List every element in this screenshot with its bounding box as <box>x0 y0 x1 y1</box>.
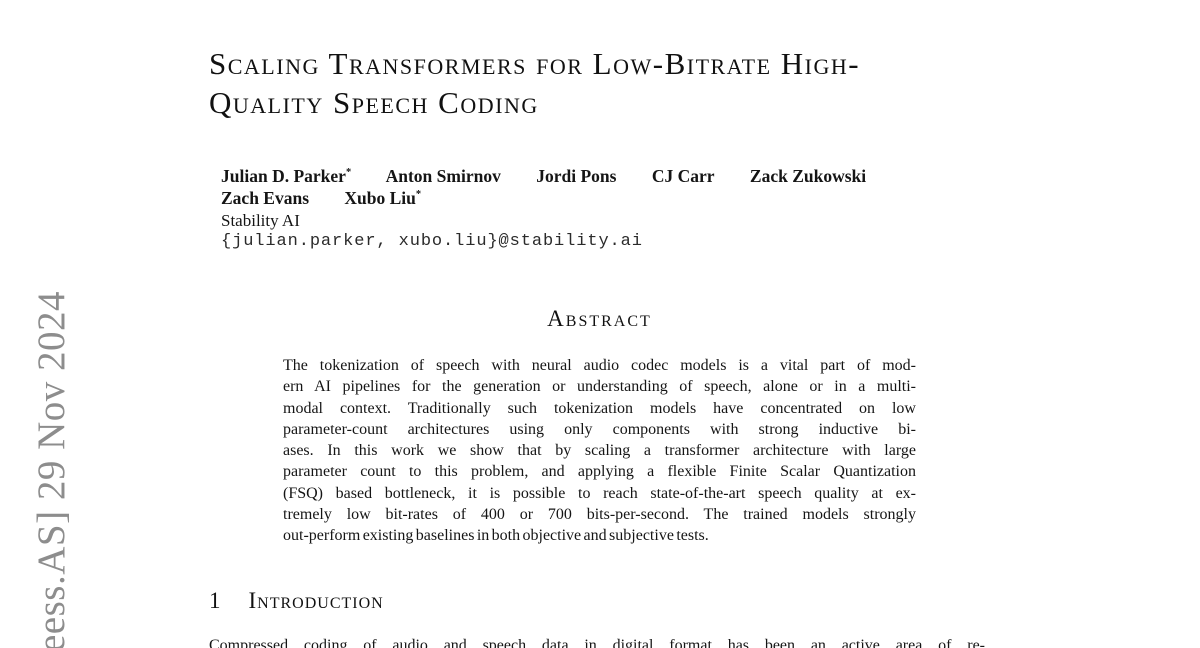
abstract-line: parameter count to this problem, and app… <box>283 463 916 481</box>
author-name: Zack Zukowski <box>750 166 866 186</box>
abstract-line: tremely low bit-rates of 400 or 700 bits… <box>283 506 916 524</box>
paper-title: Scaling Transformers for Low-Bitrate Hig… <box>209 44 860 122</box>
author-name-text: Zach Evans <box>221 188 310 208</box>
introduction-first-line: Compressed coding of audio and speech da… <box>209 637 985 648</box>
abstract-line: parameter-count architectures using only… <box>283 420 916 438</box>
author-line-1: Julian D. Parker* Anton Smirnov Jordi Po… <box>221 165 866 187</box>
title-line-1: Scaling Transformers for Low-Bitrate Hig… <box>209 46 861 81</box>
author-name: Xubo Liu* <box>344 188 421 208</box>
section-heading-introduction: 1 Introduction <box>209 588 384 614</box>
footnote-marker: * <box>345 167 352 179</box>
author-name: Zach Evans <box>221 188 309 208</box>
arxiv-watermark: eess.AS] 29 Nov 2024 <box>30 291 73 648</box>
abstract-heading: Abstract <box>547 306 652 331</box>
author-name: Jordi Pons <box>536 166 616 186</box>
section-title: Introduction <box>248 588 384 613</box>
title-line-2: Quality Speech Coding <box>209 85 539 120</box>
abstract-body: The tokenization of speech with neural a… <box>283 355 916 547</box>
abstract-line: The tokenization of speech with neural a… <box>283 357 916 374</box>
abstract-line: (FSQ) based bottleneck, it is possible t… <box>283 484 916 502</box>
contact-email: {julian.parker, xubo.liu}@stability.ai <box>221 232 643 251</box>
author-name-text: Zack Zukowski <box>749 166 867 186</box>
author-name: Julian D. Parker* <box>221 166 351 186</box>
abstract-line: out-perform existing baselines in both o… <box>283 527 709 545</box>
author-block: Julian D. Parker* Anton Smirnov Jordi Po… <box>221 165 866 252</box>
footnote-marker: * <box>415 189 422 201</box>
abstract-line: ases. In this work we show that by scali… <box>283 442 916 460</box>
author-name-text: Jordi Pons <box>536 166 617 186</box>
author-name-text: CJ Carr <box>651 166 715 186</box>
author-name-text: Anton Smirnov <box>385 166 501 186</box>
author-name: Anton Smirnov <box>386 166 501 186</box>
abstract-line: modal context. Traditionally such tokeni… <box>283 399 916 417</box>
author-name-text: Julian D. Parker <box>221 166 346 186</box>
author-line-2: Zach Evans Xubo Liu* <box>221 187 866 209</box>
section-number: 1 <box>209 588 222 613</box>
author-name: CJ Carr <box>652 166 715 186</box>
abstract-line: ern AI pipelines for the generation or u… <box>283 378 916 396</box>
affiliation: Stability AI <box>221 211 300 230</box>
author-name-text: Xubo Liu <box>344 188 416 208</box>
